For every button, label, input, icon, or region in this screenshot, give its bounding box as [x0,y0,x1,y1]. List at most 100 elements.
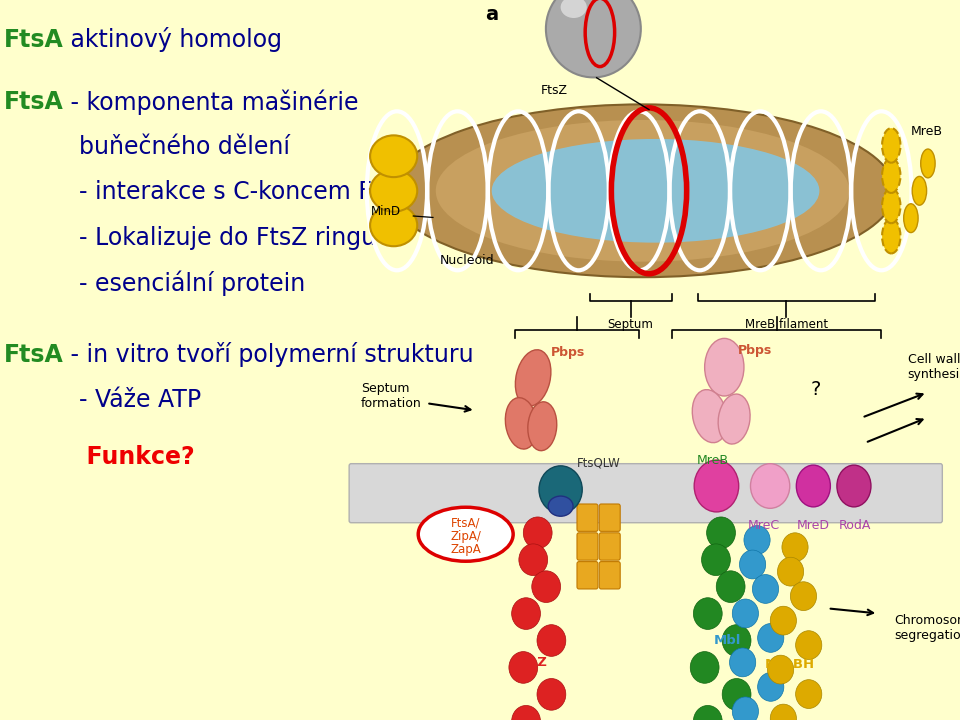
Text: ZapA: ZapA [450,543,481,556]
Ellipse shape [694,460,738,512]
Text: Funkce?: Funkce? [4,445,194,469]
Circle shape [707,517,735,549]
Ellipse shape [391,104,895,277]
Ellipse shape [492,139,820,243]
Ellipse shape [921,149,935,178]
Circle shape [532,571,561,603]
Text: FtsA: FtsA [4,27,63,52]
Text: Cell wall
synthesis: Cell wall synthesis [907,354,960,381]
Text: FtsA: FtsA [4,90,63,114]
Ellipse shape [516,350,551,406]
Ellipse shape [882,189,900,223]
Circle shape [781,533,808,562]
Ellipse shape [882,158,900,193]
Text: ?: ? [811,379,821,399]
Circle shape [693,706,722,720]
Ellipse shape [548,496,573,516]
Ellipse shape [692,390,728,443]
Ellipse shape [561,0,587,18]
Circle shape [702,544,731,575]
Text: FtsQLW: FtsQLW [577,456,621,469]
Ellipse shape [718,394,750,444]
Circle shape [770,704,797,720]
Circle shape [753,575,779,603]
Text: - komponenta mašinérie: - komponenta mašinérie [63,89,359,115]
Text: Chromosome
segregation: Chromosome segregation [895,614,960,642]
FancyBboxPatch shape [349,464,943,523]
Ellipse shape [903,204,918,233]
Circle shape [537,625,565,657]
Circle shape [690,652,719,683]
Text: FtsA: FtsA [4,343,63,367]
Ellipse shape [436,120,850,261]
FancyBboxPatch shape [599,533,620,560]
Text: FtsZ: FtsZ [515,656,547,669]
Text: FtsA/: FtsA/ [451,517,480,530]
Ellipse shape [371,135,418,177]
FancyBboxPatch shape [599,562,620,589]
Circle shape [796,631,822,660]
Ellipse shape [837,465,871,507]
Text: MreB: MreB [697,454,729,467]
Circle shape [537,678,565,710]
Text: - Váže ATP: - Váže ATP [4,388,201,413]
Ellipse shape [371,204,418,246]
Text: MreBH: MreBH [765,658,815,671]
Circle shape [790,582,817,611]
Circle shape [523,517,552,549]
Ellipse shape [882,219,900,253]
Ellipse shape [505,397,538,449]
Circle shape [693,598,722,629]
Ellipse shape [797,465,830,507]
Ellipse shape [371,170,418,212]
Text: aktinový homolog: aktinový homolog [63,27,282,52]
Text: ZipA/: ZipA/ [450,530,481,543]
Circle shape [722,625,751,657]
Ellipse shape [912,176,926,205]
Circle shape [518,544,547,575]
Text: MreD: MreD [797,519,829,532]
Text: buňečného dělení: buňečného dělení [4,135,290,159]
FancyBboxPatch shape [577,504,598,531]
Ellipse shape [419,507,514,562]
FancyBboxPatch shape [577,533,598,560]
Circle shape [539,466,582,513]
Circle shape [512,706,540,720]
Text: Mbl: Mbl [714,634,741,647]
Text: a: a [486,5,498,24]
Circle shape [757,624,783,652]
Circle shape [796,680,822,708]
FancyBboxPatch shape [599,504,620,531]
Circle shape [739,550,766,579]
Text: - Lokalizuje do FtsZ ringu: - Lokalizuje do FtsZ ringu [4,225,375,250]
Circle shape [757,672,783,701]
Text: FtsZ: FtsZ [541,84,568,96]
Circle shape [722,678,751,710]
Circle shape [744,526,770,554]
Circle shape [730,648,756,677]
Ellipse shape [705,338,744,396]
Text: - esenciální protein: - esenciální protein [4,270,305,296]
Circle shape [732,697,758,720]
Circle shape [767,655,794,684]
Text: Septum: Septum [608,318,654,330]
Circle shape [732,599,758,628]
Text: Nucleoid: Nucleoid [440,253,494,266]
Ellipse shape [882,128,900,163]
Circle shape [716,571,745,603]
Text: Pbps: Pbps [737,344,772,357]
Text: - interakce s C-koncem FtsZ: - interakce s C-koncem FtsZ [4,180,409,204]
Text: MreB filament: MreB filament [745,318,828,330]
FancyBboxPatch shape [577,562,598,589]
Text: - in vitro tvoří polymerní strukturu: - in vitro tvoří polymerní strukturu [63,343,474,367]
Text: MreB: MreB [911,125,943,138]
Circle shape [778,557,804,586]
Circle shape [512,598,540,629]
Circle shape [770,606,797,635]
Ellipse shape [546,0,641,78]
Text: MreC: MreC [748,519,780,532]
Text: Pbps: Pbps [551,346,585,359]
Ellipse shape [528,402,557,451]
Text: MinD: MinD [371,204,401,217]
Text: RodA: RodA [839,519,872,532]
